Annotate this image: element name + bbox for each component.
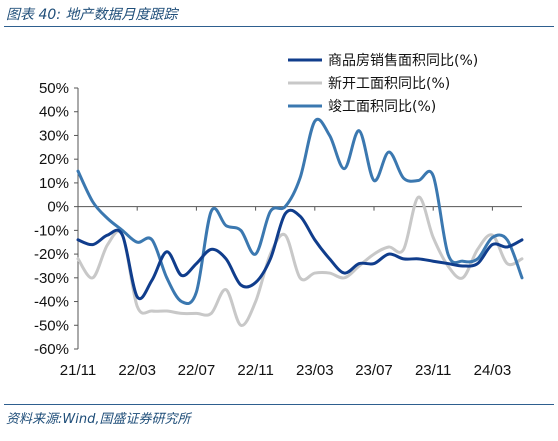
y-tick-label: 10%	[39, 175, 69, 192]
y-tick-label: 20%	[39, 151, 69, 168]
x-tick-label: 22/11	[237, 362, 273, 379]
completions-series-line	[76, 117, 524, 306]
figure-title: 图表 40: 地产数据月度跟踪	[6, 7, 178, 23]
x-tick-label: 22/03	[118, 362, 156, 379]
legend-item-sales-area-label: 商品房销售面积同比(%)	[328, 53, 478, 69]
y-tick-label: 30%	[39, 127, 69, 144]
top-divider	[4, 26, 554, 27]
y-tick-label: -50%	[34, 317, 69, 334]
y-tick-label: -10%	[34, 222, 69, 239]
x-tick-label: 22/07	[178, 362, 216, 379]
sales-area-series-line	[76, 208, 524, 301]
x-tick-label: 23/07	[355, 362, 393, 379]
new-starts-series-line	[76, 195, 524, 327]
y-tick-label: 50%	[39, 80, 69, 97]
y-tick-label: -60%	[34, 341, 69, 358]
y-tick-label: -30%	[34, 270, 69, 287]
bottom-divider	[4, 404, 554, 405]
legend-item-new-starts-label: 新开工面积同比(%)	[328, 76, 450, 92]
y-tick-label: -40%	[34, 294, 69, 311]
axis-layer: -60% -50% -40% -30% -20% -10% 0% 10% 20% 30% 40% 50…	[34, 80, 522, 379]
y-tick-label: -20%	[34, 246, 69, 263]
y-tick-label: 40%	[39, 104, 69, 121]
series-layer	[76, 117, 524, 327]
x-tick-label: 21/11	[60, 362, 96, 379]
x-tick-label: 24/03	[474, 362, 512, 379]
legend: 商品房销售面积同比(%) 新开工面积同比(%) 竣工面积同比(%)	[288, 53, 478, 115]
x-tick-label: 23/03	[296, 362, 334, 379]
x-tick-label: 23/11	[415, 362, 451, 379]
source-note: 资料来源:Wind,国盛证券研究所	[6, 412, 191, 427]
legend-item-completions-label: 竣工面积同比(%)	[328, 99, 436, 115]
y-tick-label: 0%	[47, 199, 69, 216]
